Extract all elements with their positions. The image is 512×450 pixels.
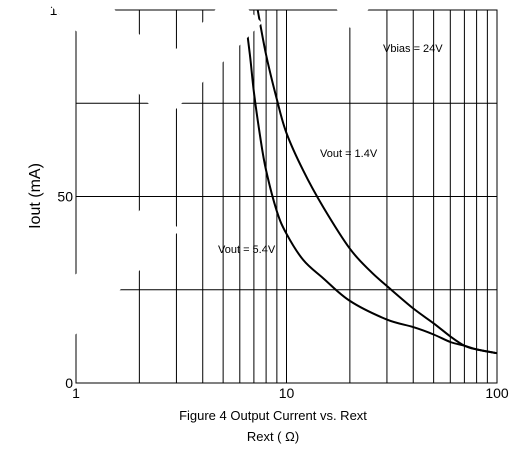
- grid: 110100050100: [50, 2, 509, 401]
- watermark-chevron-right: [330, 0, 378, 28]
- watermark-chevron-top: [45, 0, 262, 120]
- watermark-arc: [0, 325, 21, 415]
- x-axis-label: Rext ( Ω): [247, 429, 299, 444]
- series-line-1: [243, 9, 498, 355]
- figure-caption: Figure 4 Output Current vs. Rext: [179, 408, 367, 423]
- y-tick-label: 0: [65, 375, 73, 391]
- annotation-vout-5-4v: Vout = 5.4V: [218, 244, 276, 256]
- series-line-0: [256, 9, 498, 355]
- watermark-chevron-left: [0, 200, 180, 335]
- y-tick-label: 50: [57, 189, 73, 205]
- x-tick-label: 1: [72, 385, 80, 401]
- curves: [243, 9, 498, 355]
- plot-frame: [75, 9, 498, 384]
- x-tick-label: 10: [279, 385, 295, 401]
- y-axis-label: Iout (mA): [27, 163, 44, 229]
- annotation-vbias: Vbias = 24V: [383, 43, 443, 55]
- labels: Iout (mA) Figure 4 Output Current vs. Re…: [27, 43, 443, 444]
- watermark: [0, 0, 378, 415]
- annotation-vout-1-4v: Vout = 1.4V: [320, 148, 378, 160]
- x-tick-label: 100: [485, 385, 509, 401]
